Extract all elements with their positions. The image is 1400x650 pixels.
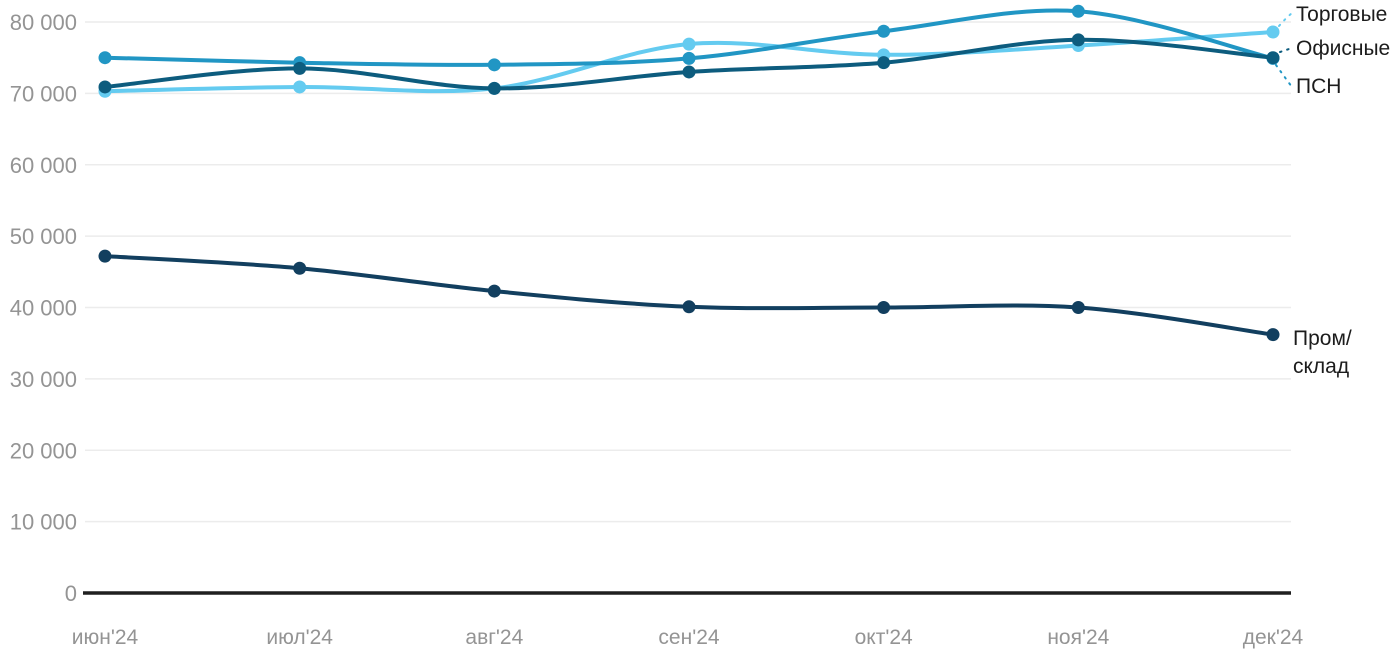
leader-line-torgovye [1278, 12, 1293, 27]
x-tick-label: июн'24 [72, 626, 139, 649]
data-point-psn-3 [682, 51, 696, 65]
series-label-prom-sklad: Пром/ [1293, 327, 1352, 350]
leader-line-ofisnye [1279, 47, 1293, 53]
data-point-ofisnye-4 [877, 56, 891, 70]
data-point-prom-sklad-2 [487, 284, 501, 298]
data-point-torgovye-1 [293, 80, 307, 94]
y-tick-label: 80 000 [10, 10, 77, 35]
y-tick-label: 70 000 [10, 81, 77, 106]
x-tick-label: окт'24 [855, 626, 913, 649]
data-point-prom-sklad-6 [1266, 328, 1280, 342]
data-point-prom-sklad-4 [877, 301, 891, 314]
y-tick-label: 30 000 [10, 367, 77, 392]
series-label-psn: ПСН [1296, 75, 1341, 98]
y-tick-label: 20 000 [10, 438, 77, 463]
leader-line-psn [1275, 64, 1293, 88]
x-tick-label: авг'24 [465, 626, 523, 649]
data-point-ofisnye-6 [1266, 51, 1280, 65]
data-point-psn-2 [487, 58, 501, 72]
data-point-psn-0 [98, 51, 112, 65]
data-point-ofisnye-5 [1071, 33, 1085, 47]
series-label-torgovye: Торговые [1296, 3, 1387, 26]
data-point-torgovye-3 [682, 37, 696, 51]
data-point-psn-4 [877, 24, 891, 38]
data-point-prom-sklad-3 [682, 300, 696, 314]
x-tick-label: сен'24 [658, 626, 719, 649]
data-point-ofisnye-0 [98, 80, 112, 94]
y-tick-label: 60 000 [10, 153, 77, 178]
data-point-prom-sklad-0 [98, 249, 112, 263]
y-tick-label: 40 000 [10, 296, 77, 321]
data-point-ofisnye-1 [293, 61, 307, 75]
data-point-prom-sklad-1 [293, 261, 307, 275]
series-label-prom-sklad: склад [1293, 355, 1349, 378]
y-tick-label: 0 [65, 581, 77, 606]
x-tick-label: июл'24 [266, 626, 333, 649]
x-tick-label: ноя'24 [1047, 626, 1109, 649]
y-tick-label: 50 000 [10, 224, 77, 249]
y-tick-label: 10 000 [10, 510, 77, 535]
x-tick-label: дек'24 [1243, 626, 1304, 649]
data-point-psn-5 [1071, 4, 1085, 18]
data-point-prom-sklad-5 [1071, 301, 1085, 314]
data-point-torgovye-6 [1266, 25, 1280, 39]
series-line-prom-sklad [103, 254, 1275, 337]
series-label-ofisnye: Офисные [1296, 37, 1390, 60]
data-point-ofisnye-3 [682, 65, 696, 79]
data-point-ofisnye-2 [487, 81, 501, 95]
